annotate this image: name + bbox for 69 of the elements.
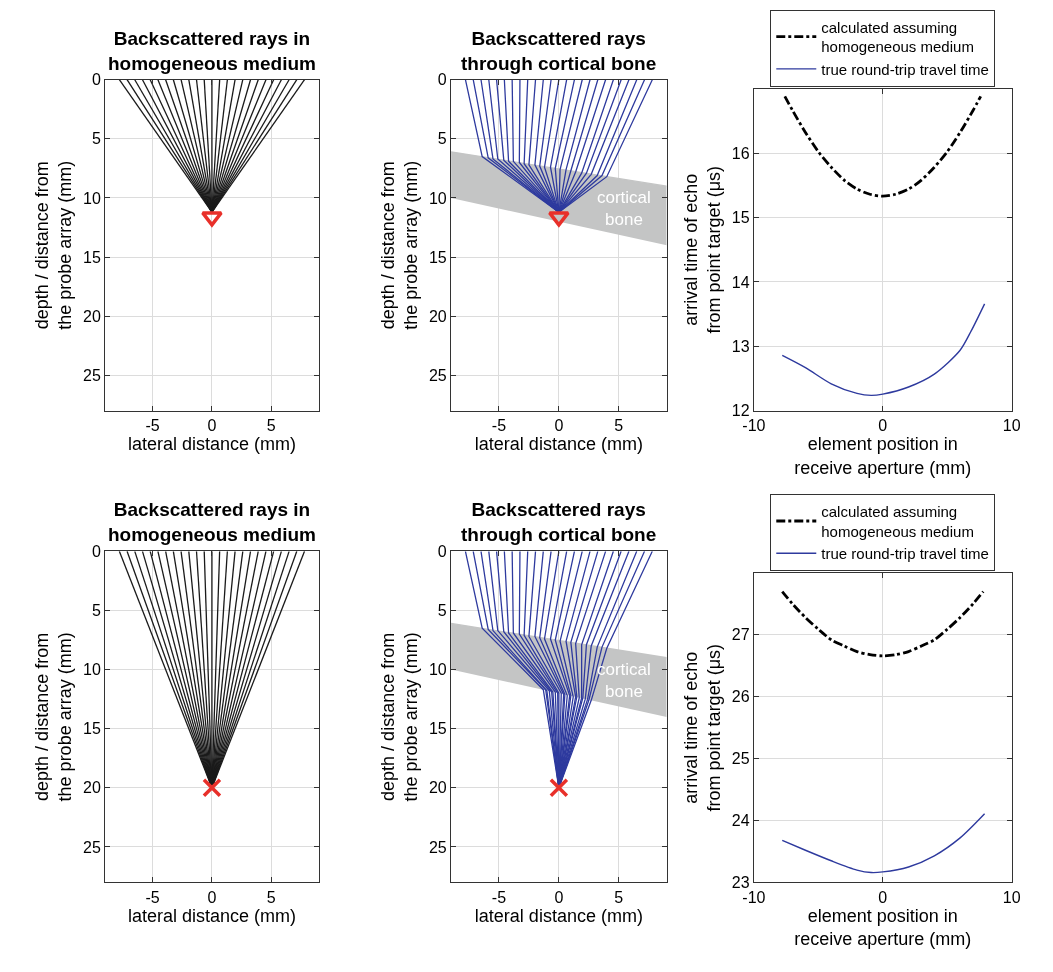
y-tick-label: 15 bbox=[731, 209, 750, 227]
y-tick-label: 20 bbox=[83, 307, 101, 325]
y-tick-label: 20 bbox=[428, 779, 447, 797]
x-axis-title: lateral distance (mm) bbox=[127, 905, 296, 926]
y-tick-label: 10 bbox=[83, 189, 101, 207]
chart-title: Backscattered rays through cortical bone bbox=[461, 28, 657, 74]
y-tick-label: 15 bbox=[83, 720, 101, 738]
y-tick-label: 0 bbox=[437, 71, 447, 89]
y-axis-title: depth / distance from the probe array (mm) bbox=[377, 632, 422, 802]
legend-label: true round-trip travel time bbox=[821, 60, 989, 78]
y-tick-label: 14 bbox=[731, 273, 750, 291]
y-tick-label: 5 bbox=[91, 130, 101, 148]
chart-title: Backscattered rays in homogeneous medium bbox=[108, 499, 316, 545]
x-tick-label: 0 bbox=[554, 417, 564, 435]
y-tick-label: 20 bbox=[428, 307, 447, 325]
y-tick-label: 5 bbox=[437, 130, 447, 148]
x-tick-label: -5 bbox=[145, 417, 160, 435]
y-tick-label: 15 bbox=[428, 720, 447, 738]
x-tick-label: -5 bbox=[491, 417, 507, 435]
y-tick-label: 15 bbox=[83, 248, 101, 266]
y-tick-label: 15 bbox=[428, 248, 447, 266]
x-tick-label: -10 bbox=[742, 417, 766, 435]
y-tick-label: 24 bbox=[731, 812, 750, 830]
y-tick-label: 27 bbox=[731, 626, 750, 644]
x-tick-label: 5 bbox=[614, 417, 624, 435]
legend-label: true round-trip travel time bbox=[821, 545, 989, 563]
x-tick-label: 0 bbox=[878, 417, 888, 435]
x-axis-title: lateral distance (mm) bbox=[474, 434, 643, 455]
y-tick-label: 0 bbox=[91, 71, 101, 89]
y-tick-label: 10 bbox=[83, 661, 101, 679]
x-axis-title: lateral distance (mm) bbox=[127, 434, 296, 455]
y-tick-label: 25 bbox=[83, 838, 101, 856]
y-tick-label: 20 bbox=[83, 779, 101, 797]
x-tick-label: 0 bbox=[207, 417, 217, 435]
y-tick-label: 5 bbox=[437, 602, 447, 620]
y-tick-label: 25 bbox=[428, 366, 447, 384]
y-tick-label: 10 bbox=[428, 661, 447, 679]
y-tick-label: 12 bbox=[731, 402, 750, 420]
x-tick-label: 10 bbox=[1002, 888, 1021, 906]
y-tick-label: 10 bbox=[428, 189, 447, 207]
y-tick-label: 0 bbox=[437, 542, 447, 560]
x-tick-label: 10 bbox=[1002, 417, 1021, 435]
y-axis-title: depth / distance from the probe array (mm) bbox=[31, 632, 76, 802]
y-tick-label: 13 bbox=[731, 337, 750, 355]
y-tick-label: 0 bbox=[91, 542, 101, 560]
x-axis-title: element position in receive aperture (mm) bbox=[794, 905, 972, 950]
x-tick-label: 5 bbox=[266, 417, 276, 435]
y-tick-label: 25 bbox=[428, 838, 447, 856]
annotation: cortical bone bbox=[597, 188, 651, 230]
y-axis-title: arrival time of echo from point target (μs) bbox=[680, 165, 725, 334]
x-tick-label: 5 bbox=[266, 888, 276, 906]
y-tick-label: 25 bbox=[83, 366, 101, 384]
x-tick-label: 0 bbox=[878, 888, 888, 906]
x-tick-label: 5 bbox=[614, 888, 624, 906]
x-axis-title: lateral distance (mm) bbox=[474, 905, 643, 926]
y-tick-label: 16 bbox=[731, 144, 750, 162]
y-axis-title: depth / distance from the probe array (mm) bbox=[31, 160, 76, 330]
y-tick-label: 26 bbox=[731, 688, 750, 706]
y-axis-title: arrival time of echo from point target (μs) bbox=[680, 643, 725, 812]
y-axis-title: depth / distance from the probe array (mm) bbox=[377, 160, 422, 330]
chart-title: Backscattered rays through cortical bone bbox=[461, 499, 657, 545]
x-tick-label: -5 bbox=[145, 888, 160, 906]
x-axis-title: element position in receive aperture (mm) bbox=[794, 434, 972, 478]
chart-title: Backscattered rays in homogeneous medium bbox=[108, 28, 316, 74]
x-tick-label: 0 bbox=[554, 888, 564, 906]
y-tick-label: 25 bbox=[731, 750, 750, 768]
x-tick-label: 0 bbox=[207, 888, 217, 906]
y-tick-label: 5 bbox=[91, 602, 101, 620]
x-tick-label: -5 bbox=[491, 888, 507, 906]
